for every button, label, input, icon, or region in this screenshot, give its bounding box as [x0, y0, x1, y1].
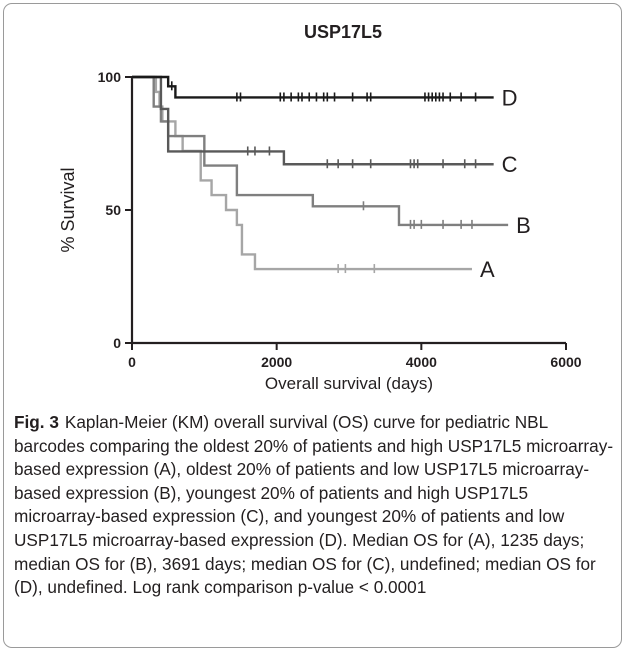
x-tick-label: 2000	[261, 354, 292, 370]
series-label-c: C	[502, 152, 518, 177]
figure-frame	[3, 3, 622, 648]
tick-marks	[125, 76, 567, 350]
chart-title: USP17L5	[304, 22, 382, 42]
tick-labels: 0 2000 4000 6000 0 50 100	[98, 69, 582, 370]
x-tick-label: 4000	[406, 354, 437, 370]
series-labels: AB C D	[480, 85, 531, 282]
km-survival-chart: USP17L5 0 2000 4000 6000 0 50 100 AB C D Overall…	[58, 22, 582, 393]
y-tick-label: 50	[105, 202, 121, 218]
y-axis-label: % Survival	[58, 167, 78, 252]
figure-caption: Fig. 3 Kaplan-Meier (KM) overall survival…	[14, 411, 614, 600]
km-curve-a	[132, 75, 472, 271]
figure-label: Fig. 3	[14, 412, 59, 432]
x-tick-label: 0	[128, 354, 136, 370]
axes	[130, 77, 566, 345]
caption-text: Kaplan-Meier (KM) overall survival (OS) …	[14, 412, 614, 598]
censor-marks	[170, 81, 477, 274]
survival-curves	[132, 75, 509, 271]
series-label-d: D	[502, 85, 518, 110]
series-label-a: A	[480, 257, 495, 282]
km-curve-c	[132, 75, 494, 166]
series-label-b: B	[516, 213, 531, 238]
x-tick-label: 6000	[550, 354, 581, 370]
y-tick-label: 0	[113, 335, 121, 351]
x-axis-label: Overall survival (days)	[265, 374, 433, 393]
y-tick-label: 100	[98, 69, 122, 85]
